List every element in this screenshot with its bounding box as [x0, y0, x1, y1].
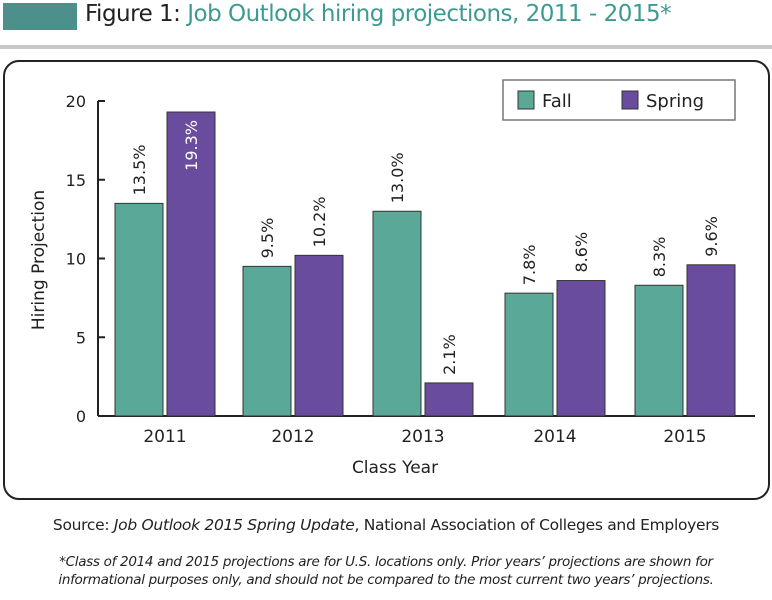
legend-label-fall: Fall [542, 91, 572, 112]
header-color-block [3, 3, 77, 30]
x-tick-label: 2014 [533, 427, 576, 447]
bar-data-label: 8.3% [650, 237, 669, 278]
bar-spring-2011 [166, 111, 216, 417]
figure-title: Figure 1: Job Outlook hiring projections… [85, 1, 672, 27]
bar-data-label: 13.0% [388, 152, 407, 203]
bar-fall-2014 [504, 292, 554, 417]
source-prefix: Source: [52, 516, 114, 534]
bar-fall-2015 [634, 284, 684, 417]
y-tick-label: 5 [76, 328, 86, 347]
bar-spring-2013 [424, 382, 474, 417]
header-rule [0, 45, 772, 49]
x-tick-label: 2012 [271, 427, 314, 447]
bar-data-label: 7.8% [520, 244, 539, 285]
source-line: Source: Job Outlook 2015 Spring Update, … [0, 516, 772, 534]
y-tick-label: 15 [66, 171, 86, 190]
bar-spring-2012 [294, 254, 344, 417]
legend-swatch-spring [621, 90, 639, 110]
source-rest: , National Association of Colleges and E… [354, 516, 720, 534]
bar-data-label: 2.1% [440, 334, 459, 375]
bar-spring-2014 [556, 280, 606, 417]
y-tick-label: 10 [66, 250, 86, 269]
y-tick-label: 20 [66, 92, 86, 111]
x-tick-label: 2015 [663, 427, 706, 447]
legend-box [502, 79, 736, 121]
x-tick-label: 2011 [143, 427, 186, 447]
bar-spring-2015 [686, 264, 736, 417]
footnote-line-2: informational purposes only, and should … [58, 572, 714, 588]
bar-data-label: 8.6% [572, 232, 591, 273]
chart-frame [3, 60, 770, 500]
bar-fall-2012 [242, 265, 292, 417]
source-title: Job Outlook 2015 Spring Update [113, 516, 355, 534]
x-axis-label: Class Year [352, 458, 438, 478]
bar-fall-2011 [114, 202, 164, 417]
y-tick-label: 0 [76, 407, 86, 426]
x-tick-label: 2013 [401, 427, 444, 447]
legend-label-spring: Spring [646, 91, 704, 112]
bar-data-label: 19.3% [182, 120, 201, 171]
bar-data-label: 10.2% [310, 197, 329, 248]
figure-title-text: Job Outlook hiring projections, 2011 - 2… [187, 1, 672, 27]
figure-label: Figure 1: [85, 1, 181, 27]
footnote: *Class of 2014 and 2015 projections are … [0, 553, 772, 589]
bar-data-label: 13.5% [130, 145, 149, 196]
legend-swatch-fall [517, 90, 535, 110]
bar-data-label: 9.5% [258, 218, 277, 259]
bar-fall-2013 [372, 210, 422, 417]
footnote-line-1: *Class of 2014 and 2015 projections are … [59, 554, 713, 570]
bar-data-label: 9.6% [702, 216, 721, 257]
y-axis-label: Hiring Projection [29, 190, 49, 330]
